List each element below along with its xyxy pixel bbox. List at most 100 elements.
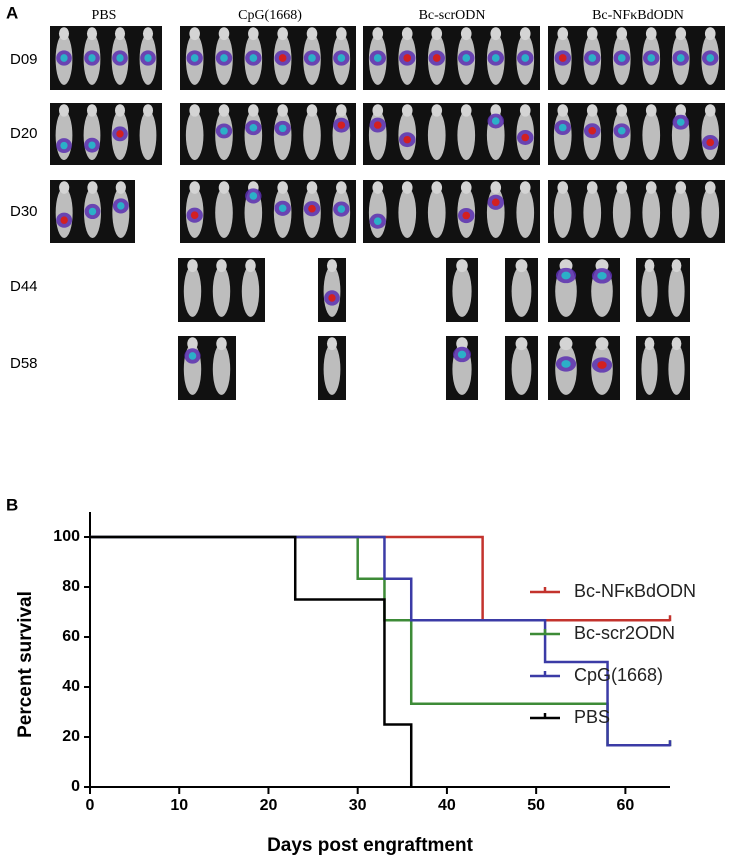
x-tick-label: 60 bbox=[616, 797, 634, 814]
mouse-head bbox=[595, 337, 609, 351]
mouse-head bbox=[189, 27, 200, 41]
mouse bbox=[511, 265, 532, 317]
signal bbox=[328, 294, 336, 302]
mouse-head bbox=[58, 27, 70, 41]
signal bbox=[144, 54, 152, 62]
signal bbox=[88, 141, 96, 149]
mouse-head bbox=[401, 104, 413, 117]
mouse bbox=[641, 265, 658, 317]
mouse-head bbox=[704, 181, 716, 194]
group-label: Bc-scrODN bbox=[419, 8, 486, 23]
mouse-head bbox=[515, 337, 528, 351]
x-tick-label: 20 bbox=[260, 797, 278, 814]
mouse-head bbox=[401, 181, 413, 194]
mouse-head bbox=[58, 104, 70, 117]
day-label: D09 bbox=[10, 51, 38, 68]
signal bbox=[597, 361, 607, 369]
mouse-head bbox=[86, 27, 98, 41]
image-tile bbox=[180, 26, 356, 90]
signal bbox=[190, 211, 199, 219]
mouse-head bbox=[87, 181, 98, 194]
image-tile bbox=[180, 103, 356, 165]
mouse bbox=[642, 110, 661, 161]
mouse bbox=[641, 343, 658, 395]
mouse-head bbox=[645, 27, 657, 41]
mouse-head bbox=[557, 27, 569, 41]
mouse bbox=[671, 187, 690, 238]
mouse-head bbox=[456, 259, 468, 273]
mouse bbox=[215, 187, 233, 238]
mouse bbox=[516, 187, 535, 238]
mouse bbox=[212, 343, 231, 395]
mouse-head bbox=[644, 337, 655, 351]
signal bbox=[249, 192, 258, 200]
legend-label: CpG(1668) bbox=[574, 665, 663, 685]
mouse-head bbox=[114, 27, 126, 41]
image-tile bbox=[363, 26, 540, 90]
mouse-head bbox=[216, 337, 227, 351]
signal bbox=[117, 202, 125, 210]
mouse-head bbox=[218, 181, 230, 194]
mouse bbox=[642, 187, 661, 238]
mouse-head bbox=[675, 27, 687, 41]
signal bbox=[521, 54, 530, 62]
mouse-head bbox=[306, 27, 318, 41]
mouse bbox=[368, 187, 387, 238]
x-tick-label: 0 bbox=[86, 797, 95, 814]
mouse bbox=[398, 187, 417, 238]
mouse-head bbox=[372, 181, 384, 194]
panel-label: A bbox=[6, 3, 18, 22]
signal bbox=[278, 54, 287, 62]
mouse bbox=[511, 343, 532, 395]
signal bbox=[249, 123, 258, 132]
day-label: D44 bbox=[10, 278, 38, 295]
mouse-head bbox=[456, 337, 468, 351]
mouse-head bbox=[460, 27, 472, 41]
mouse-head bbox=[142, 27, 154, 41]
mouse-head bbox=[616, 27, 628, 41]
y-axis-title: Percent survival bbox=[15, 591, 36, 738]
survival-line bbox=[90, 535, 413, 787]
signal bbox=[278, 124, 287, 133]
mouse-head bbox=[326, 337, 338, 351]
mouse-head bbox=[189, 181, 200, 194]
mouse-head bbox=[645, 104, 657, 117]
image-tile bbox=[363, 103, 540, 165]
mouse bbox=[244, 110, 263, 161]
mouse-head bbox=[671, 259, 682, 273]
mouse bbox=[452, 265, 472, 317]
group-label: Bc-NFκBdODN bbox=[592, 8, 684, 23]
mouse-head bbox=[431, 181, 443, 194]
imaging-panel bbox=[50, 26, 725, 400]
signal bbox=[308, 54, 316, 62]
mouse-head bbox=[114, 104, 126, 117]
mouse bbox=[241, 265, 260, 317]
x-axis-title: Days post engraftment bbox=[267, 835, 474, 856]
signal bbox=[249, 54, 258, 62]
mouse-head bbox=[216, 259, 227, 273]
mouse-head bbox=[490, 27, 502, 41]
mouse-head bbox=[218, 27, 230, 41]
mouse-head bbox=[115, 181, 126, 194]
legend-label: Bc-scr2ODN bbox=[574, 623, 675, 643]
mouse bbox=[553, 187, 572, 238]
mouse bbox=[427, 110, 446, 161]
signal bbox=[491, 198, 500, 207]
signal bbox=[278, 204, 287, 213]
mouse-head bbox=[431, 104, 443, 117]
mouse bbox=[701, 187, 720, 238]
signal bbox=[617, 127, 626, 135]
mouse-head bbox=[616, 181, 628, 194]
mouse-head bbox=[372, 27, 384, 41]
mouse bbox=[583, 187, 602, 238]
signal bbox=[561, 360, 571, 368]
mouse-head bbox=[401, 27, 413, 41]
mouse-head bbox=[306, 104, 318, 117]
signal bbox=[432, 54, 441, 62]
mouse-head bbox=[671, 337, 682, 351]
day-label: D58 bbox=[10, 355, 38, 372]
signal bbox=[337, 205, 346, 213]
mouse-head bbox=[519, 104, 531, 117]
mouse-head bbox=[218, 104, 230, 117]
signal bbox=[647, 54, 656, 62]
